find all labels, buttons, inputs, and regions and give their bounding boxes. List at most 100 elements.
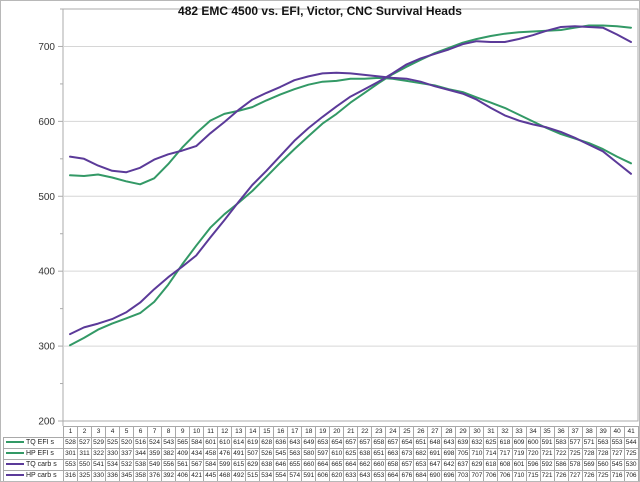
table-cell: 601 xyxy=(203,437,219,449)
table-corner-cell xyxy=(3,426,64,438)
x-category-label: 24 xyxy=(385,426,401,438)
x-category-label: 11 xyxy=(203,426,219,438)
table-cell: 673 xyxy=(399,448,415,460)
table-cell: 599 xyxy=(217,459,233,471)
table-cell: 664 xyxy=(343,459,359,471)
x-category-label: 10 xyxy=(189,426,205,438)
table-cell: 330 xyxy=(91,470,107,481)
x-category-label: 8 xyxy=(161,426,177,438)
table-cell: 660 xyxy=(301,459,317,471)
table-cell: 657 xyxy=(385,437,401,449)
x-category-label: 33 xyxy=(511,426,527,438)
x-category-label: 17 xyxy=(287,426,303,438)
x-category-label: 16 xyxy=(273,426,289,438)
table-cell: 525 xyxy=(105,437,121,449)
table-cell: 625 xyxy=(483,437,499,449)
table-cell: 534 xyxy=(259,470,275,481)
x-category-label: 18 xyxy=(301,426,317,438)
table-cell: 676 xyxy=(399,470,415,481)
table-cell: 658 xyxy=(371,437,387,449)
table-cell: 657 xyxy=(357,437,373,449)
x-category-label: 38 xyxy=(581,426,597,438)
x-category-label: 21 xyxy=(343,426,359,438)
table-cell: 639 xyxy=(455,437,471,449)
table-cell: 706 xyxy=(497,470,513,481)
table-cell: 615 xyxy=(231,459,247,471)
legend-item: HP carb s xyxy=(3,470,64,481)
table-cell: 728 xyxy=(595,448,611,460)
table-cell: 653 xyxy=(371,470,387,481)
table-cell: 629 xyxy=(245,459,261,471)
table-cell: 561 xyxy=(175,459,191,471)
chart-data-table: 1 2 3 4 5 6 7 8 9 10 11 12 13 14 15 16 17 18 19 20 21 22 23 24 2… xyxy=(3,426,639,481)
table-cell: 642 xyxy=(441,459,457,471)
y-axis-label-500: 500 xyxy=(38,192,55,203)
table-cell: 577 xyxy=(567,437,583,449)
table-cell: 649 xyxy=(301,437,317,449)
table-cell: 665 xyxy=(329,459,345,471)
table-cell: 646 xyxy=(273,459,289,471)
table-cell: 468 xyxy=(217,470,233,481)
table-cell: 545 xyxy=(273,448,289,460)
x-category-label: 15 xyxy=(259,426,275,438)
table-cell: 716 xyxy=(609,470,625,481)
legend-item: HP EFI s xyxy=(3,448,64,460)
table-cell: 710 xyxy=(469,448,485,460)
x-category-label: 14 xyxy=(245,426,261,438)
x-category-label: 39 xyxy=(595,426,611,438)
table-cell: 726 xyxy=(581,470,597,481)
x-category-label: 40 xyxy=(609,426,625,438)
table-cell: 614 xyxy=(231,437,247,449)
table-cell: 507 xyxy=(245,448,261,460)
table-cell: 728 xyxy=(581,448,597,460)
table-cell: 330 xyxy=(105,448,121,460)
x-category-label: 4 xyxy=(105,426,121,438)
table-cell: 703 xyxy=(455,470,471,481)
table-cell: 625 xyxy=(343,448,359,460)
x-category-label: 9 xyxy=(175,426,191,438)
x-category-label: 26 xyxy=(413,426,429,438)
table-cell: 549 xyxy=(147,459,163,471)
x-category-label: 29 xyxy=(455,426,471,438)
series-line-tq-carb-s xyxy=(69,71,632,175)
table-cell: 633 xyxy=(343,470,359,481)
table-cell: 651 xyxy=(413,437,429,449)
y-axis-label-400: 400 xyxy=(38,267,55,278)
table-cell: 638 xyxy=(259,459,275,471)
table-cell: 541 xyxy=(91,459,107,471)
table-cell: 608 xyxy=(497,459,513,471)
table-cell: 596 xyxy=(525,459,541,471)
table-cell: 592 xyxy=(539,459,555,471)
table-cell: 606 xyxy=(315,470,331,481)
x-category-label: 12 xyxy=(217,426,233,438)
table-cell: 715 xyxy=(525,470,541,481)
table-cell: 609 xyxy=(511,437,527,449)
table-cell: 648 xyxy=(427,437,443,449)
table-cell: 311 xyxy=(77,448,93,460)
table-cell: 643 xyxy=(357,470,373,481)
table-cell: 597 xyxy=(315,448,331,460)
y-axis-label-300: 300 xyxy=(38,342,55,353)
table-cell: 632 xyxy=(469,437,485,449)
table-cell: 516 xyxy=(133,437,149,449)
legend-item: TQ EFI s xyxy=(3,437,64,449)
legend-item: TQ carb s xyxy=(3,459,64,471)
x-category-label: 23 xyxy=(371,426,387,438)
table-cell: 556 xyxy=(161,459,177,471)
x-category-label: 35 xyxy=(539,426,555,438)
table-header-row: 1 2 3 4 5 6 7 8 9 10 11 12 13 14 15 16 17 18 19 20 21 22 23 24 2… xyxy=(3,426,639,438)
table-cell: 698 xyxy=(441,448,457,460)
table-row-hp-efi-s: HP EFI s 301 311 322 330 337 344 359 382 409 434 45… xyxy=(3,448,639,460)
series-line-hp-efi-s xyxy=(69,24,632,347)
x-category-label: 30 xyxy=(469,426,485,438)
table-cell: 706 xyxy=(623,470,639,481)
table-cell: 584 xyxy=(189,437,205,449)
legend-swatch xyxy=(6,440,24,443)
x-category-label: 20 xyxy=(329,426,345,438)
y-axis-label-700: 700 xyxy=(38,42,55,53)
table-cell: 550 xyxy=(77,459,93,471)
table-cell: 610 xyxy=(217,437,233,449)
table-cell: 662 xyxy=(357,459,373,471)
table-cell: 545 xyxy=(609,459,625,471)
